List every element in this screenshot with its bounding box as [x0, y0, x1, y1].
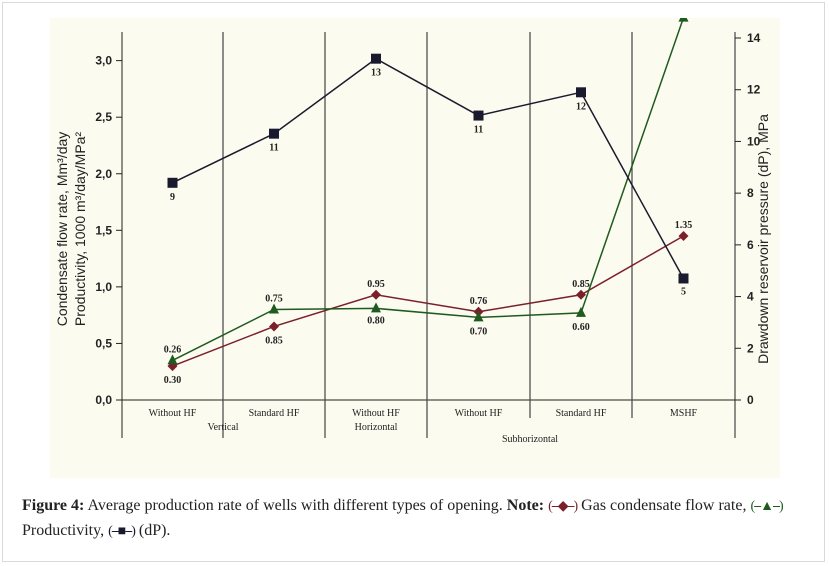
series-line-diamond	[172, 235, 684, 367]
y-right-tick-label: 4	[747, 290, 754, 304]
productivity-point	[269, 303, 279, 314]
y-left-tick-label: 1,5	[95, 223, 112, 237]
y-left-tick-label: 1,0	[95, 280, 112, 294]
x-category-label: Without HF	[455, 408, 503, 419]
y-right-tick-label: 14	[747, 31, 761, 45]
data-label: 0.30	[164, 375, 182, 386]
legend-flow-rate-text: Gas condensate flow rate,	[581, 497, 747, 514]
note-label: Note:	[506, 497, 545, 514]
y-left-tick-label: 0,0	[95, 393, 112, 407]
x-group-label-vertical: Vertical	[207, 422, 238, 433]
flow-rate-point	[371, 289, 381, 300]
flow-rate-point	[269, 321, 279, 332]
dp-point	[167, 177, 178, 188]
legend-flow-rate-symbol: (⎯◆⎯)	[548, 499, 578, 514]
productivity-point	[678, 18, 689, 22]
chart-background	[50, 18, 780, 478]
caption-text: Average production rate of wells with di…	[87, 497, 503, 514]
data-label: 0.76	[470, 296, 488, 307]
data-label: 0.80	[367, 315, 385, 326]
y-left-tick-label: 0,5	[95, 336, 112, 350]
data-label: 0.60	[572, 322, 590, 333]
data-label: 12	[576, 101, 586, 112]
y-left-tick-label: 2,0	[95, 167, 112, 181]
x-category-label: MSHF	[670, 408, 698, 419]
y-right-tick-label: 10	[747, 134, 761, 148]
y-right-tick-label: 12	[747, 83, 761, 97]
data-label: 5	[681, 286, 686, 297]
x-category-label: Without HF	[149, 408, 197, 419]
y-left-tick-label: 2,5	[95, 110, 112, 124]
chart: 0,0 0,5 1,0 1,5 2,0 2,5 3,0 0 2 4 6 8 10 12 14 Condensa…	[50, 18, 780, 478]
y-right-tick-label: 6	[747, 238, 754, 252]
series-line-triangle	[172, 18, 685, 362]
legend-productivity-text: Productivity,	[22, 522, 105, 539]
data-label: 0.85	[572, 279, 590, 290]
series-line-square	[172, 57, 685, 279]
dp-point	[473, 110, 484, 121]
x-group-label-subhorizontal: Subhorizontal	[502, 434, 558, 445]
flow-rate-point	[678, 230, 689, 241]
y-left-label-line2: Productivity, 1000 m³/day/MPa²	[72, 132, 88, 327]
dp-point	[576, 87, 586, 98]
y-left-label-line1: Condensate flow rate, Mm³/day	[54, 132, 70, 327]
x-group-label-horizontal: Horizontal	[355, 422, 398, 433]
data-label: 13	[371, 68, 381, 79]
legend-dp-text: (dP).	[138, 522, 171, 539]
y-right-tick-label: 0	[747, 393, 754, 407]
x-category-label: Standard HF	[249, 408, 300, 419]
productivity-point	[167, 354, 178, 365]
data-label: 0.85	[265, 335, 283, 346]
data-label: 1.35	[675, 220, 693, 231]
data-label: 11	[269, 143, 278, 154]
y-right-tick-label: 8	[747, 186, 754, 200]
data-label: 0.26	[164, 344, 182, 355]
productivity-point	[371, 302, 381, 313]
dp-point	[678, 273, 689, 284]
legend-productivity-symbol: (⎯▲⎯)	[750, 499, 783, 514]
data-label: 0.70	[470, 326, 488, 337]
flow-rate-point	[576, 289, 586, 300]
x-category-label: Standard HF	[556, 408, 607, 419]
legend-dp-symbol: (⎯■⎯)	[108, 524, 136, 539]
data-label: 9	[170, 192, 175, 203]
y-right-tick-label: 2	[747, 341, 754, 355]
y-left-tick-label: 3,0	[95, 54, 112, 68]
data-label: 11	[474, 125, 483, 136]
data-label: 0.95	[367, 279, 385, 290]
data-label: 0.75	[265, 294, 283, 305]
figure-label: Figure 4:	[22, 497, 85, 514]
dp-point	[371, 53, 381, 64]
productivity-point	[576, 306, 586, 317]
y-right-label: Drawdown reservoir pressure (dP), MPa	[755, 114, 771, 364]
figure-caption: Figure 4: Average production rate of wel…	[22, 494, 812, 544]
x-category-label: Without HF	[352, 408, 400, 419]
productivity-point	[473, 311, 484, 322]
dp-point	[269, 128, 279, 139]
